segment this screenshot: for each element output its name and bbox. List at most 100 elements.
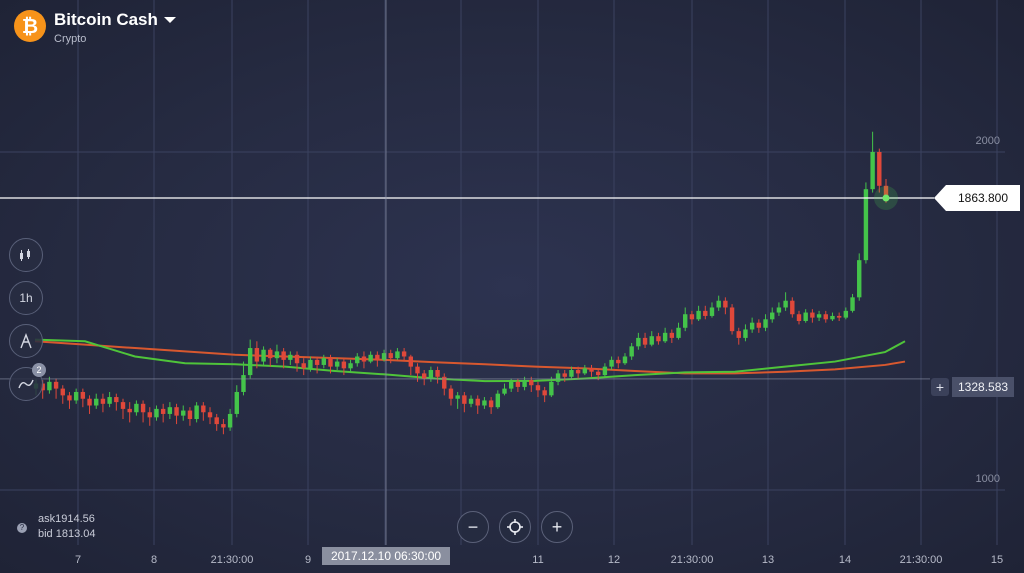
- candle: [857, 260, 862, 298]
- candle: [736, 331, 741, 338]
- chart-type-button[interactable]: [9, 238, 43, 272]
- indicators-button[interactable]: 2: [9, 363, 46, 401]
- candle: [127, 408, 132, 413]
- candle: [174, 407, 179, 416]
- x-tick-label: 21:30:00: [211, 554, 254, 566]
- candle: [790, 300, 795, 315]
- candle: [462, 395, 467, 404]
- crosshair-icon: [507, 519, 523, 535]
- asset-selector[interactable]: Bitcoin Cash: [54, 10, 176, 30]
- timeframe-label: 1h: [19, 291, 33, 305]
- candle: [669, 332, 675, 338]
- candle: [435, 370, 440, 377]
- candle: [301, 363, 306, 369]
- candle: [73, 391, 79, 401]
- candle: [227, 413, 233, 428]
- candle: [642, 337, 648, 345]
- candle: [167, 407, 173, 414]
- asset-header[interactable]: ₿ Bitcoin Cash Crypto: [14, 10, 176, 45]
- bid-label: bid 1813.04: [38, 528, 96, 540]
- candle: [288, 354, 293, 360]
- candle: [194, 405, 199, 420]
- candle: [883, 185, 889, 199]
- candle: [723, 300, 728, 308]
- candle: [94, 398, 99, 406]
- zoom-out-button[interactable]: −: [457, 511, 489, 543]
- candle: [334, 361, 340, 367]
- candle: [355, 356, 360, 364]
- candle: [455, 395, 460, 399]
- candle: [816, 314, 822, 318]
- candle: [863, 189, 869, 261]
- caret-down-icon[interactable]: [163, 17, 176, 23]
- y-tick-label: 1000: [976, 473, 1000, 485]
- crosshair-price: + 1328.583: [931, 377, 1015, 397]
- current-price-label: 1863.800: [934, 185, 1020, 211]
- candle: [763, 319, 768, 328]
- candle: [87, 398, 92, 406]
- candle: [214, 417, 219, 425]
- chart-tools: 1h 2: [9, 238, 46, 410]
- reset-zoom-button[interactable]: [499, 511, 531, 543]
- candle: [80, 391, 86, 399]
- candle: [743, 329, 748, 338]
- candle: [716, 300, 721, 308]
- candle: [415, 366, 420, 374]
- candle: [575, 370, 581, 374]
- candle: [321, 358, 326, 365]
- candle: [241, 375, 246, 392]
- ask-label: ask1914.56: [38, 513, 95, 525]
- candle: [107, 397, 112, 404]
- candle: [488, 400, 494, 408]
- candle: [274, 351, 280, 359]
- candle: [596, 371, 601, 376]
- x-tick-label: 14: [839, 554, 851, 566]
- candle: [147, 412, 152, 418]
- candle: [401, 351, 407, 357]
- candle: [749, 322, 755, 330]
- info-icon[interactable]: ?: [17, 523, 27, 533]
- candle: [247, 348, 253, 376]
- drawing-tools-button[interactable]: [9, 324, 43, 358]
- candle: [796, 314, 802, 321]
- x-tick-label: 8: [151, 554, 157, 566]
- x-tick-label: 7: [75, 554, 81, 566]
- candle: [729, 307, 735, 332]
- candle: [629, 346, 634, 357]
- candle: [234, 391, 239, 414]
- candle: [877, 152, 882, 186]
- candle: [696, 310, 701, 320]
- candle: [803, 312, 808, 321]
- candle: [555, 373, 561, 382]
- candle: [482, 400, 487, 406]
- candle: [703, 310, 708, 316]
- y-tick-label: 2000: [976, 135, 1000, 147]
- add-alert-button[interactable]: +: [931, 378, 949, 396]
- candle: [421, 373, 427, 379]
- asset-category: Crypto: [54, 33, 87, 45]
- candle: [221, 424, 226, 428]
- candle: [770, 312, 775, 320]
- candle: [616, 359, 621, 364]
- candle: [448, 388, 454, 399]
- candle: [502, 388, 507, 394]
- candle: [689, 314, 695, 320]
- candle: [368, 354, 373, 362]
- candle: [522, 380, 527, 387]
- indicators-icon: [18, 379, 34, 389]
- candle: [160, 408, 166, 414]
- candle: [294, 354, 300, 364]
- candle: [308, 359, 313, 369]
- candle: [535, 385, 541, 391]
- candle: [515, 381, 521, 387]
- timeframe-button[interactable]: 1h: [9, 281, 43, 315]
- candle: [649, 336, 654, 345]
- candle: [636, 337, 641, 347]
- candle: [114, 397, 119, 403]
- candle: [53, 381, 59, 389]
- candle: [341, 361, 347, 369]
- candle: [47, 381, 52, 391]
- crosshair-date-label: 2017.12.10 06:30:00: [322, 547, 450, 565]
- zoom-in-button[interactable]: +: [541, 511, 573, 543]
